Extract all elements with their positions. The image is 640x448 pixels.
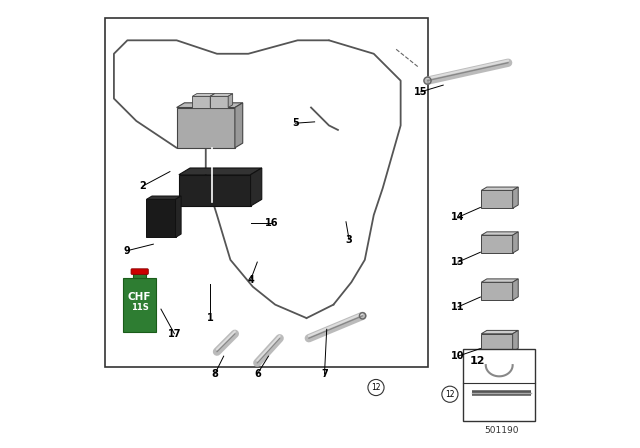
Circle shape (368, 379, 384, 396)
Polygon shape (481, 190, 513, 208)
Bar (123, 278, 157, 332)
Polygon shape (192, 96, 210, 108)
Polygon shape (481, 331, 518, 334)
Polygon shape (177, 103, 243, 108)
Polygon shape (481, 187, 518, 190)
Polygon shape (513, 232, 518, 253)
Polygon shape (147, 196, 181, 199)
Circle shape (442, 386, 458, 402)
Text: 11S: 11S (131, 303, 148, 312)
Text: 12: 12 (470, 356, 486, 366)
Text: 16: 16 (266, 218, 279, 228)
Text: CHF: CHF (128, 292, 152, 302)
Polygon shape (513, 279, 518, 300)
Polygon shape (251, 168, 262, 206)
Text: 8: 8 (211, 369, 218, 379)
Polygon shape (481, 334, 513, 352)
Polygon shape (175, 196, 181, 237)
Text: 2: 2 (140, 181, 147, 191)
Text: 6: 6 (254, 369, 260, 379)
Text: 7: 7 (321, 369, 328, 379)
Text: 4: 4 (247, 275, 254, 285)
Polygon shape (147, 199, 175, 237)
Polygon shape (210, 94, 215, 108)
Polygon shape (179, 175, 251, 206)
Polygon shape (235, 103, 243, 148)
Text: 14: 14 (451, 212, 465, 222)
Polygon shape (177, 108, 235, 148)
Polygon shape (179, 168, 262, 175)
Text: 10: 10 (451, 351, 465, 361)
Text: 12: 12 (445, 390, 454, 399)
Polygon shape (513, 187, 518, 208)
Text: 12: 12 (371, 383, 381, 392)
Polygon shape (210, 94, 233, 96)
Bar (105, 18, 428, 367)
Text: 15: 15 (414, 87, 428, 97)
Polygon shape (481, 279, 518, 282)
Polygon shape (481, 232, 518, 235)
Polygon shape (228, 94, 233, 108)
Text: 1: 1 (207, 313, 214, 323)
Text: 501190: 501190 (484, 426, 518, 435)
Bar (463, 349, 535, 421)
FancyBboxPatch shape (131, 269, 148, 274)
Text: 17: 17 (168, 329, 181, 339)
Polygon shape (210, 96, 228, 108)
Polygon shape (481, 235, 513, 253)
Text: 11: 11 (451, 302, 465, 312)
Text: 13: 13 (451, 257, 465, 267)
Text: 5: 5 (292, 118, 299, 128)
Polygon shape (192, 94, 215, 96)
Polygon shape (513, 331, 518, 352)
Text: 3: 3 (346, 235, 353, 245)
Polygon shape (481, 282, 513, 300)
Text: 9: 9 (123, 246, 130, 256)
Bar (133, 273, 147, 278)
